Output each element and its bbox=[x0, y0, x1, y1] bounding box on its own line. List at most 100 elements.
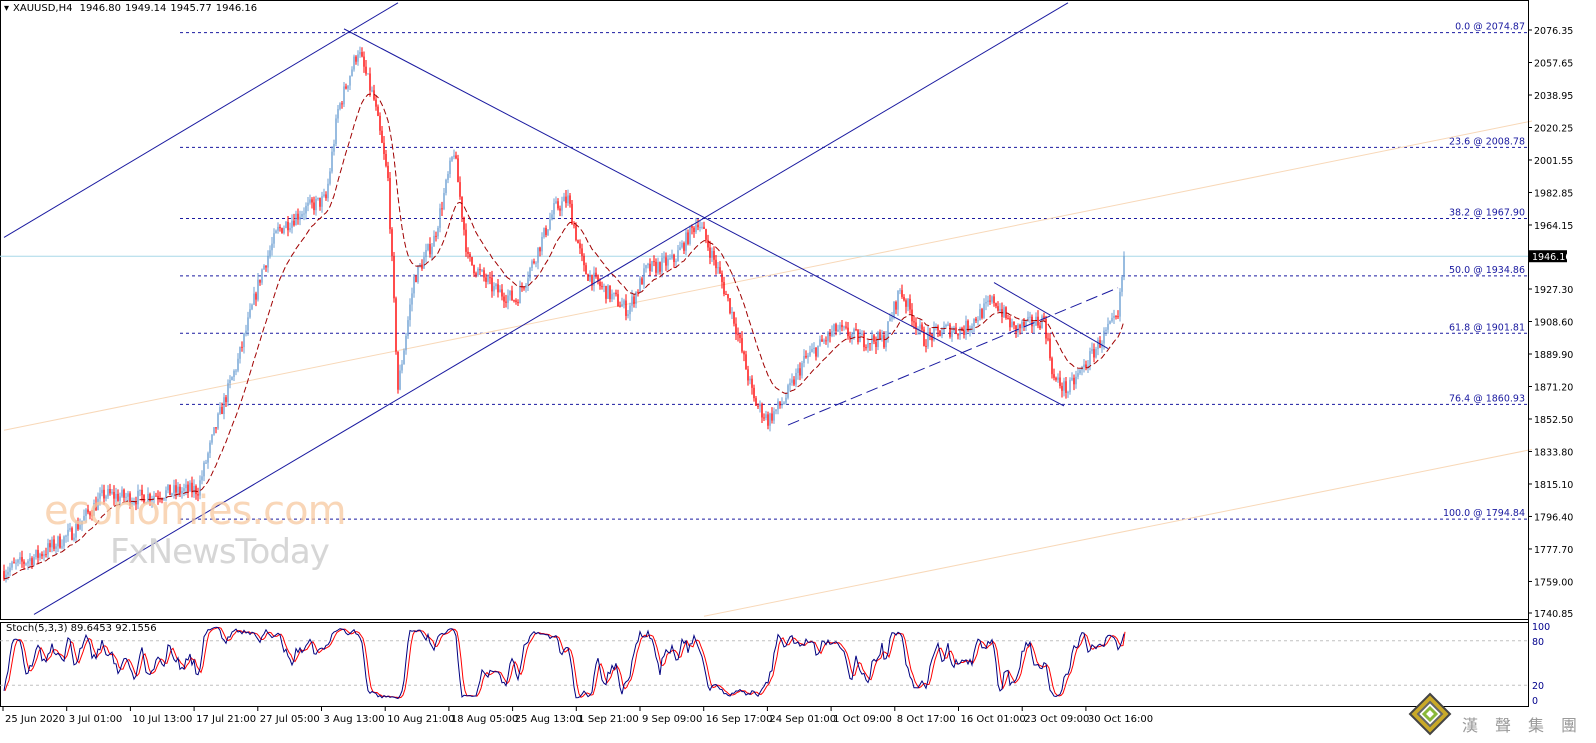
candle-body bbox=[465, 229, 467, 252]
candle-body bbox=[19, 557, 21, 560]
candle-body bbox=[805, 355, 807, 358]
candle-body bbox=[635, 292, 637, 305]
current-price-tag bbox=[1529, 250, 1567, 263]
candle-body bbox=[1019, 324, 1021, 329]
candle-body bbox=[681, 243, 683, 248]
candle-body bbox=[1113, 316, 1115, 318]
candle-body bbox=[181, 491, 183, 494]
candle-body bbox=[1049, 338, 1051, 359]
candle-body bbox=[255, 293, 257, 300]
candle-body bbox=[1027, 317, 1029, 321]
candle-body bbox=[483, 270, 485, 278]
candle-body bbox=[351, 69, 353, 76]
candle-body bbox=[203, 462, 205, 477]
candle-body bbox=[457, 158, 459, 183]
trendline[interactable] bbox=[343, 28, 1065, 407]
candle-body bbox=[229, 380, 231, 384]
candle-body bbox=[981, 309, 983, 318]
candle-body bbox=[585, 265, 587, 275]
candle-body bbox=[293, 220, 295, 226]
candle-body bbox=[593, 272, 595, 286]
candle-body bbox=[601, 286, 603, 288]
candle-body bbox=[669, 258, 671, 260]
candle-body bbox=[777, 401, 779, 410]
candle-body bbox=[29, 558, 31, 562]
candle-body bbox=[761, 404, 763, 418]
trendline[interactable] bbox=[703, 448, 1533, 617]
candle-body bbox=[557, 201, 559, 209]
trendline[interactable] bbox=[993, 282, 1109, 350]
candle-body bbox=[23, 561, 25, 564]
candle-body bbox=[347, 85, 349, 89]
candle-body bbox=[1107, 323, 1109, 330]
candle-body bbox=[161, 498, 163, 500]
candle-body bbox=[189, 482, 191, 492]
candle-body bbox=[157, 495, 159, 499]
candle-body bbox=[773, 411, 775, 421]
candle-body bbox=[369, 73, 371, 91]
candle-body bbox=[653, 261, 655, 263]
candle-body bbox=[717, 267, 719, 269]
dropdown-triangle-icon[interactable]: ▾ bbox=[4, 3, 10, 14]
candle-body bbox=[395, 298, 397, 352]
candle-body bbox=[845, 326, 847, 328]
candle-body bbox=[913, 321, 915, 323]
candle-body bbox=[1013, 321, 1015, 326]
price-tick-label: 1871.20 bbox=[1534, 382, 1573, 393]
candle-body bbox=[893, 301, 895, 318]
candle-body bbox=[215, 427, 217, 429]
candle-body bbox=[803, 355, 805, 364]
candle-body bbox=[597, 274, 599, 282]
price-axis[interactable]: 2076.35 2057.65 2038.95 2020.25 2001.55 1982.… bbox=[1528, 0, 1573, 707]
candle-body bbox=[983, 303, 985, 318]
trendline[interactable] bbox=[3, 2, 399, 238]
candle-body bbox=[763, 417, 765, 419]
time-axis[interactable]: 25 Jun 2020 3 Jul 01:00 10 Jul 13:00 17 Jul… bbox=[2, 707, 1153, 725]
trendline[interactable] bbox=[787, 287, 1119, 426]
candle-body bbox=[621, 304, 623, 307]
candle-body bbox=[1089, 351, 1091, 366]
trendline[interactable] bbox=[3, 120, 1533, 431]
candle-body bbox=[299, 216, 301, 220]
candle-body bbox=[659, 262, 661, 272]
candle-body bbox=[61, 546, 63, 548]
candle-body bbox=[1077, 373, 1079, 377]
logo-text: 漢聲集團 bbox=[1462, 716, 1595, 735]
candle-body bbox=[3, 571, 5, 579]
candle-body bbox=[471, 256, 473, 266]
candle-body bbox=[591, 274, 593, 286]
candle-body bbox=[171, 493, 173, 496]
candle-body bbox=[545, 227, 547, 235]
watermark-fxnewstoday: FxNewsToday bbox=[110, 532, 330, 572]
time-tick-label: 16 Sep 17:00 bbox=[706, 714, 773, 725]
candle-body bbox=[489, 277, 491, 279]
candle-body bbox=[713, 251, 715, 260]
candle-body bbox=[785, 397, 787, 403]
candle-body bbox=[93, 502, 95, 516]
fib-level-label: 38.2 @ 1967.90 bbox=[1449, 207, 1525, 218]
candle-body bbox=[281, 228, 283, 234]
candle-body bbox=[99, 493, 101, 499]
candle-body bbox=[1003, 307, 1005, 317]
candle-body bbox=[745, 354, 747, 370]
candle-body bbox=[701, 226, 703, 228]
candle-body bbox=[581, 248, 583, 256]
candle-body bbox=[947, 324, 949, 326]
price-tick-label: 2038.95 bbox=[1534, 91, 1573, 102]
candle-body bbox=[817, 345, 819, 357]
candle-body bbox=[1069, 379, 1071, 393]
trendlines[interactable] bbox=[3, 2, 1119, 615]
trendline[interactable] bbox=[33, 2, 1069, 615]
candle-body bbox=[881, 335, 883, 339]
candle-body bbox=[883, 335, 885, 348]
candle-body bbox=[685, 232, 687, 251]
candle-body bbox=[477, 268, 479, 276]
candle-body bbox=[1051, 358, 1053, 375]
candle-body bbox=[469, 253, 471, 257]
candle-body bbox=[937, 326, 939, 331]
candle-body bbox=[895, 301, 897, 310]
candle-body bbox=[459, 182, 461, 197]
candle-body bbox=[383, 142, 385, 154]
candle-body bbox=[779, 401, 781, 406]
